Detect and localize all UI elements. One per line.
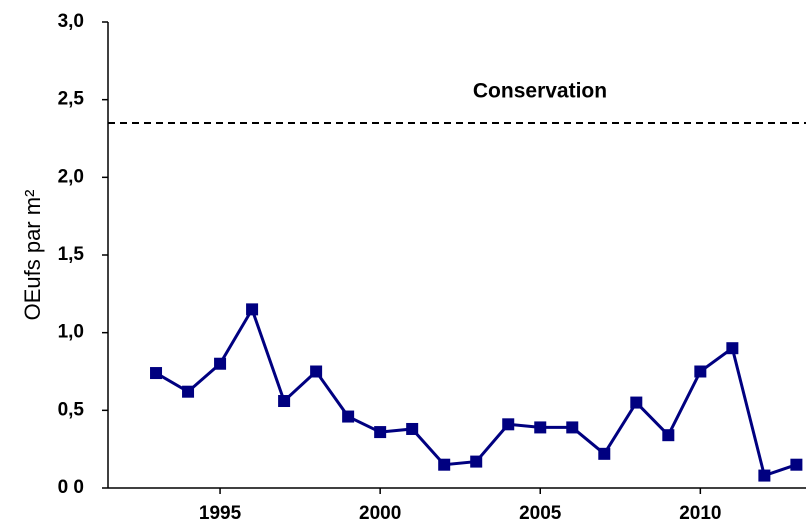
y-tick-label: 1,0 <box>58 322 84 343</box>
data-point <box>406 422 419 435</box>
y-tick-label: 2,5 <box>58 89 85 110</box>
y-tick-label: 0,5 <box>58 399 85 420</box>
data-point <box>310 365 323 378</box>
data-point <box>374 426 387 439</box>
data-point <box>662 429 675 442</box>
x-tick-label: 1995 <box>199 503 242 524</box>
y-tick-label: 2,0 <box>58 166 84 187</box>
y-tick-label: 1,5 <box>58 244 85 265</box>
reference-label: Conservation <box>473 80 607 103</box>
y-tick-label: 3,0 <box>58 11 84 32</box>
data-point <box>214 357 227 370</box>
data-point <box>726 342 739 355</box>
data-point <box>790 458 803 471</box>
data-point <box>630 396 643 409</box>
y-axis-label: OEufs par m² <box>20 190 45 321</box>
data-point <box>278 395 291 408</box>
y-tick-label: 0 0 <box>58 477 84 498</box>
data-point <box>470 455 483 468</box>
x-tick-label: 2000 <box>359 503 401 524</box>
data-point <box>694 365 707 378</box>
data-point <box>438 458 451 471</box>
x-tick-label: 2005 <box>519 503 562 524</box>
series-line <box>155 305 797 478</box>
data-point <box>182 385 195 398</box>
data-point <box>342 410 355 423</box>
data-point <box>246 303 259 316</box>
x-tick-label: 2010 <box>679 503 721 524</box>
data-point <box>150 367 163 380</box>
data-point <box>758 469 771 482</box>
data-point <box>566 421 579 434</box>
data-point <box>534 421 547 434</box>
data-point <box>502 418 515 431</box>
data-point <box>598 447 611 460</box>
